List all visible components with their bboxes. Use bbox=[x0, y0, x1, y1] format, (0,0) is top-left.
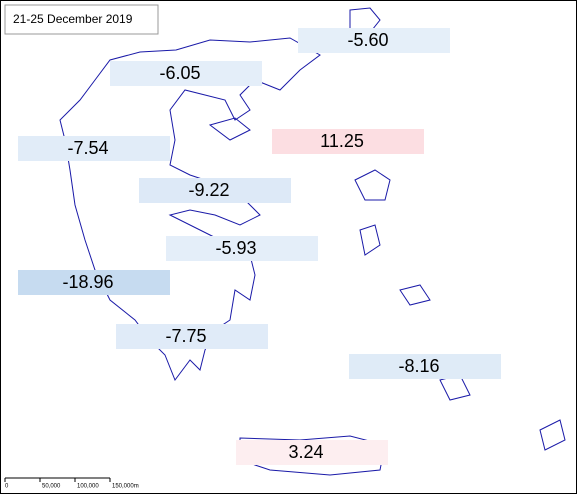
value-label: -8.16 bbox=[398, 356, 439, 376]
value-box bbox=[236, 440, 388, 465]
value-box bbox=[116, 324, 268, 349]
value-box bbox=[18, 136, 170, 161]
title-box bbox=[4, 4, 159, 35]
value-box bbox=[272, 129, 424, 154]
scale-bar: 0 50,000 100,000 150,000m bbox=[4, 477, 139, 490]
value-box bbox=[166, 236, 318, 261]
value-label: 3.24 bbox=[288, 442, 323, 462]
scale-label: 0 bbox=[5, 484, 9, 490]
value-label: 11.25 bbox=[320, 131, 364, 151]
value-label: -7.75 bbox=[165, 326, 206, 346]
value-label: -5.60 bbox=[347, 30, 388, 50]
value-label: -9.22 bbox=[188, 180, 229, 200]
scale-label: 150,000m bbox=[112, 484, 139, 490]
value-box bbox=[110, 61, 262, 86]
value-label: -18.96 bbox=[62, 272, 113, 292]
value-box bbox=[139, 178, 291, 203]
scale-label: 100,000 bbox=[77, 484, 99, 490]
value-box bbox=[349, 354, 501, 379]
title: 21-25 December 2019 bbox=[13, 12, 133, 26]
value-label: -5.93 bbox=[215, 238, 256, 258]
value-box bbox=[18, 270, 170, 295]
value-box bbox=[298, 28, 450, 53]
value-label: -6.05 bbox=[159, 63, 200, 83]
value-label: -7.54 bbox=[67, 138, 108, 158]
scale-label: 50,000 bbox=[42, 484, 61, 490]
